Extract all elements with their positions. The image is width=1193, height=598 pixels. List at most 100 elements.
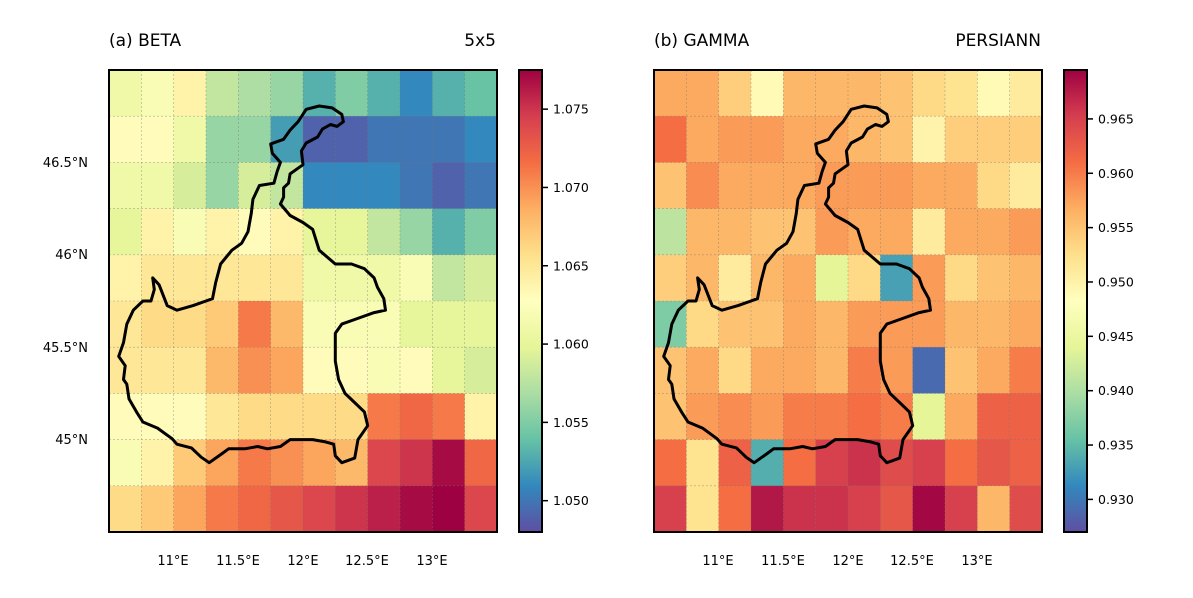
panel-b-grid-cell bbox=[945, 485, 978, 533]
panel-a-grid-cell bbox=[464, 208, 498, 256]
panel-b-grid-cell bbox=[686, 116, 720, 163]
panel-b-grid-cell bbox=[977, 439, 1011, 487]
panel-b-grid-cell bbox=[783, 393, 817, 440]
panel-a-grid-cell bbox=[206, 301, 239, 348]
panel-b-grid-cell bbox=[880, 254, 914, 302]
panel-a-grid-cell bbox=[367, 208, 401, 256]
panel-a-grid-cell bbox=[141, 162, 175, 209]
panel-b-region-outline bbox=[662, 104, 932, 465]
panel-a-grid-cell bbox=[367, 485, 401, 533]
panel-a-grid-cell bbox=[464, 254, 498, 302]
panel-b-xtick: 11.5°E bbox=[761, 554, 805, 569]
panel-b-grid-cell bbox=[686, 162, 720, 209]
panel-b-colorbar: 0.965 0.960 0.955 0.950 0.945 0.940 0.935 0.930 bbox=[1063, 69, 1134, 533]
panel-a-grid-cell bbox=[400, 116, 433, 163]
panel-a-grid-cell bbox=[303, 439, 336, 487]
panel-b-grid-cell bbox=[1009, 485, 1043, 533]
panel-b-colorbar-tick-label: 0.950 bbox=[1098, 274, 1134, 289]
panel-b-grid-cell bbox=[945, 208, 978, 256]
panel-a-grid-cell bbox=[303, 254, 336, 302]
panel-a-grid-cell bbox=[432, 485, 466, 533]
panel-a-grid-cell bbox=[270, 208, 304, 256]
panel-b-grid-cell bbox=[880, 162, 914, 209]
panel-a-colorbar-tick-label: 1.055 bbox=[553, 415, 589, 430]
panel-b-grid-cell bbox=[945, 254, 978, 302]
panel-b-grid-cell bbox=[912, 393, 946, 440]
panel-a-grid-cell bbox=[367, 347, 401, 394]
panel-b-grid-cell bbox=[718, 116, 752, 163]
panel-b-x-axis: 11°E 11.5°E 12°E 12.5°E 13°E bbox=[702, 554, 992, 569]
panel-b-grid-cell bbox=[815, 393, 849, 440]
panel-a-grid-cell bbox=[303, 162, 336, 209]
panel-b-colorbar-tick-label: 0.935 bbox=[1098, 438, 1134, 453]
panel-a-grid-cell bbox=[270, 347, 304, 394]
panel-b-grid-cell bbox=[1009, 162, 1043, 209]
panel-a-region-outline bbox=[117, 104, 387, 465]
panel-a-colorbar-tick-label: 1.065 bbox=[553, 258, 589, 273]
panel-b-grid-cell bbox=[880, 70, 914, 117]
panel-b-grid-cell bbox=[815, 301, 849, 348]
panel-b-grid-cell bbox=[945, 162, 978, 209]
panel-b-grid-cell bbox=[686, 485, 720, 533]
panel-a-grid-cell bbox=[270, 301, 304, 348]
panel-b-xtick: 12.5°E bbox=[890, 554, 934, 569]
panel-b-grid-cell bbox=[815, 208, 849, 256]
panel-a-grid-cell bbox=[238, 393, 272, 440]
panel-b-grid-cell bbox=[751, 116, 784, 163]
panel-a-grid-cell bbox=[173, 347, 207, 394]
panel-b-grid-cell bbox=[945, 393, 978, 440]
panel-b-grid-cell bbox=[751, 162, 784, 209]
panel-a-grid-cell bbox=[206, 485, 239, 533]
panel-a-grid-cell bbox=[464, 70, 498, 117]
panel-b-xtick: 11°E bbox=[702, 554, 733, 569]
panel-b-grid-cell bbox=[848, 254, 881, 302]
panel-b-grid-cell bbox=[751, 485, 784, 533]
panel-a-grid-cell bbox=[367, 439, 401, 487]
panel-b-grid-cell bbox=[654, 439, 687, 487]
panel-a-title-left: (a) BETA bbox=[109, 31, 182, 51]
panel-b-title-left: (b) GAMMA bbox=[654, 31, 750, 51]
panel-a-grid-cell bbox=[400, 393, 433, 440]
panel-b-grid-cell bbox=[848, 347, 881, 394]
panel-b-grid-cell bbox=[815, 347, 849, 394]
panel-a-grid-cell bbox=[141, 347, 175, 394]
panel-a-grid-cell bbox=[238, 347, 272, 394]
panel-b-grid-cell bbox=[848, 162, 881, 209]
panel-a-xtick: 13°E bbox=[416, 554, 447, 569]
panel-a-grid-cell bbox=[432, 70, 466, 117]
panel-a-title-right: 5x5 bbox=[464, 31, 496, 51]
panel-b-colorbar-tick-label: 0.945 bbox=[1098, 329, 1134, 344]
panel-a-colorbar-tick-label: 1.075 bbox=[553, 102, 589, 117]
panel-a-grid-cell bbox=[238, 208, 272, 256]
panel-a-grid-cell bbox=[238, 485, 272, 533]
panel-b-heatmap bbox=[654, 70, 1043, 533]
panel-b-grid-cell bbox=[718, 162, 752, 209]
panel-b: (b) GAMMA PERSIANN 11°E 11.5°E 12°E 12.5… bbox=[653, 31, 1134, 569]
panel-b-grid-cell bbox=[686, 393, 720, 440]
panel-a-grid-cell bbox=[367, 116, 401, 163]
panel-b-grid-cell bbox=[848, 301, 881, 348]
panel-a-grid-cell bbox=[173, 208, 207, 256]
panel-b-grid-cell bbox=[1009, 208, 1043, 256]
panel-a-grid-cell bbox=[238, 116, 272, 163]
panel-b-grid-cell bbox=[654, 116, 687, 163]
panel-b-grid-cell bbox=[912, 162, 946, 209]
panel-b-grid-cell bbox=[912, 347, 946, 394]
panel-b-grid-cell bbox=[783, 347, 817, 394]
panel-b-grid-cell bbox=[1009, 347, 1043, 394]
panel-a-grid-cell bbox=[141, 208, 175, 256]
panel-a-grid-cell bbox=[270, 485, 304, 533]
panel-a-grid-cell bbox=[238, 70, 272, 117]
panel-a-grid-cell bbox=[173, 393, 207, 440]
panel-a-grid-cell bbox=[335, 254, 369, 302]
panel-a-grid-cell bbox=[238, 254, 272, 302]
panel-b-grid-cell bbox=[718, 347, 752, 394]
panel-a: (a) BETA 5x5 11°E 11.5°E 12°E 12.5°E 13°… bbox=[43, 31, 589, 569]
panel-b-grid-cell bbox=[783, 254, 817, 302]
panel-a-grid-cell bbox=[464, 162, 498, 209]
panel-a-ytick: 45.5°N bbox=[43, 341, 88, 356]
panel-a-grid-cell bbox=[464, 347, 498, 394]
panel-b-xtick: 13°E bbox=[961, 554, 992, 569]
panel-b-grid-cell bbox=[815, 70, 849, 117]
